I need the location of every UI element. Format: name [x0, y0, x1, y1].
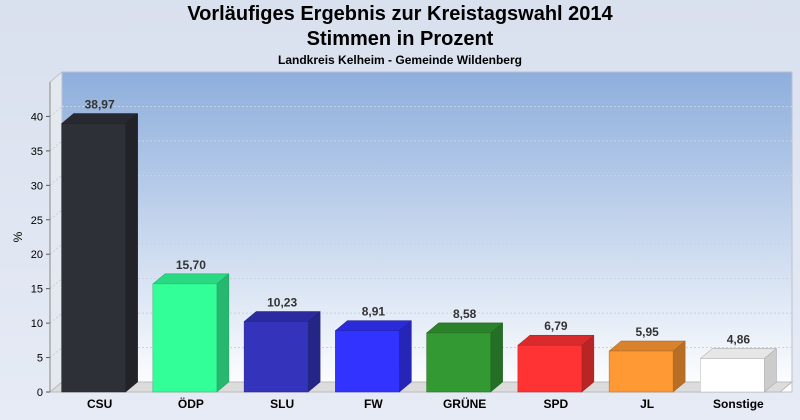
- bar-top: [425, 322, 504, 334]
- grid-line-side: [49, 174, 63, 186]
- bar-spd: [517, 334, 595, 393]
- x-tick-label: FW: [364, 397, 383, 411]
- bar-value-label: 10,23: [267, 296, 297, 310]
- grid-line-side: [49, 243, 63, 255]
- grid-line-side: [49, 209, 63, 221]
- bar: [517, 344, 583, 393]
- bar-value-label: 8,91: [362, 305, 386, 319]
- bar-side: [490, 322, 503, 393]
- bar-top: [243, 311, 321, 322]
- bar: [335, 330, 400, 393]
- x-tick-label: GRÜNE: [443, 396, 486, 411]
- bar-top: [699, 348, 778, 359]
- y-tick-label: 30: [31, 180, 43, 192]
- bar-top: [517, 334, 595, 346]
- bar: [61, 123, 126, 393]
- bar: [152, 283, 218, 393]
- y-tick-label: 5: [37, 353, 43, 365]
- bar-value-label: 5,95: [635, 325, 659, 339]
- bar: [608, 350, 674, 393]
- bar: [243, 321, 309, 393]
- x-tick-label: Sonstige: [713, 397, 764, 411]
- bar: [700, 358, 765, 393]
- bar-grüne: [425, 322, 504, 393]
- chart-title: Vorläufiges Ergebnis zur Kreistagswahl 2…: [187, 3, 613, 25]
- bar-side: [125, 113, 138, 393]
- x-tick-label: CSU: [87, 397, 112, 411]
- bar-ödp: [152, 273, 230, 393]
- bar-top: [334, 320, 413, 331]
- bar-sonstige: [699, 347, 778, 393]
- bar-top: [152, 273, 230, 285]
- bar-side: [216, 273, 230, 393]
- bar-value-label: 15,70: [176, 258, 206, 272]
- grid-line-side: [49, 312, 63, 324]
- bar-jl: [608, 340, 686, 393]
- y-tick-label: 15: [31, 284, 43, 296]
- grid-line-side: [49, 140, 63, 152]
- x-tick-label: SPD: [544, 397, 569, 411]
- y-tick-label: 40: [31, 111, 43, 123]
- bar-value-label: 6,79: [544, 319, 568, 333]
- y-tick-label: 0: [37, 387, 43, 399]
- x-tick-label: JL: [640, 397, 654, 411]
- y-tick-label: 20: [31, 249, 43, 261]
- y-tick-label: 10: [31, 318, 43, 330]
- bar-slu: [243, 310, 321, 393]
- bar-value-label: 4,86: [727, 333, 751, 347]
- x-tick-label: SLU: [270, 397, 294, 411]
- bar-side: [399, 320, 412, 393]
- bar-top: [60, 113, 139, 124]
- y-axis-label: %: [11, 231, 25, 242]
- bar: [426, 332, 491, 393]
- y-tick-label: 35: [31, 146, 43, 158]
- bar-value-label: 38,97: [85, 98, 115, 112]
- bar-value-label: 8,58: [453, 307, 477, 321]
- grid-line-side: [49, 347, 63, 358]
- grid-line-side: [49, 278, 63, 290]
- x-tick-label: ÖDP: [178, 396, 204, 411]
- bar-top: [608, 340, 686, 352]
- chart-subtitle: Landkreis Kelheim - Gemeinde Wildenberg: [278, 53, 522, 67]
- bar-side: [307, 310, 321, 393]
- bar-fw: [334, 320, 413, 393]
- bar-csu: [60, 113, 139, 393]
- plot-side-wall: [49, 70, 63, 394]
- grid-line-side: [49, 106, 63, 117]
- y-tick-label: 25: [31, 215, 43, 227]
- chart-title-line2: Stimmen in Prozent: [306, 28, 494, 50]
